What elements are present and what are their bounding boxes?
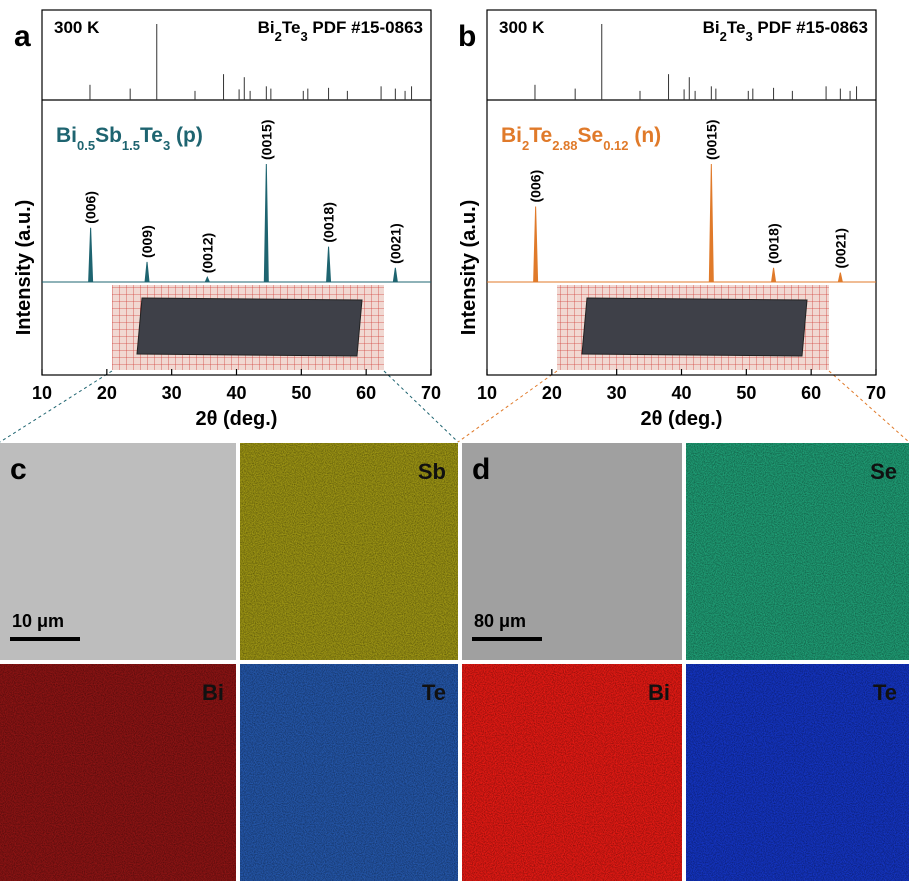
diffraction-peak xyxy=(88,227,94,283)
x-tick-label: 20 xyxy=(97,383,117,403)
peak-label: (0021) xyxy=(832,228,848,268)
zoom-line xyxy=(0,370,113,443)
reference-label-part: 2 xyxy=(275,29,282,44)
element-label: Sb xyxy=(418,459,446,484)
diffraction-peak xyxy=(392,267,398,283)
y-axis-title: Intensity (a.u.) xyxy=(458,200,480,336)
y-axis-title: Intensity (a.u.) xyxy=(13,200,35,336)
diffraction-peak xyxy=(144,261,150,283)
panel-label: d xyxy=(472,453,490,486)
peak-label: (0018) xyxy=(321,202,337,242)
peak-label: (0015) xyxy=(258,120,274,160)
diffraction-peak xyxy=(771,267,777,283)
x-tick-label: 30 xyxy=(162,383,182,403)
sample-label-part: 3 xyxy=(163,138,170,153)
element-label: Bi xyxy=(202,680,224,705)
sample-label-part: 1.5 xyxy=(122,138,140,153)
sample-label-part: Te xyxy=(140,124,163,147)
panel-label: a xyxy=(14,20,31,53)
diffraction-peak xyxy=(204,275,210,283)
temperature-label: 300 K xyxy=(499,18,545,37)
peak-label: (009) xyxy=(139,225,155,258)
reference-label-part: Bi xyxy=(703,18,720,37)
peak-label: (0012) xyxy=(199,233,215,273)
element-label: Te xyxy=(422,680,446,705)
reference-label-part: 3 xyxy=(745,29,752,44)
peak-label: (0021) xyxy=(387,223,403,263)
zoom-line xyxy=(457,370,558,443)
diffraction-peak xyxy=(533,206,539,283)
temperature-label: 300 K xyxy=(54,18,100,37)
diffraction-peak xyxy=(326,246,332,283)
x-axis-title: 2θ (deg.) xyxy=(641,408,723,430)
eds-map-noise xyxy=(240,664,458,881)
peak-label: (0018) xyxy=(766,223,782,263)
diffraction-peak xyxy=(837,272,843,283)
sample-label-part: 0.5 xyxy=(77,138,95,153)
reference-label-part: PDF #15-0863 xyxy=(308,18,423,37)
sample-label-part: 2 xyxy=(522,138,529,153)
reference-label-part: PDF #15-0863 xyxy=(753,18,868,37)
sample-label-part: Te xyxy=(529,124,552,147)
scale-bar-label: 80 μm xyxy=(474,611,526,631)
eds-map-noise xyxy=(0,664,236,881)
reference-label-part: 3 xyxy=(300,29,307,44)
zoom-line xyxy=(383,370,459,443)
reference-label-part: Bi xyxy=(258,18,275,37)
element-label: Se xyxy=(870,459,897,484)
element-label: Te xyxy=(873,680,897,705)
peak-label: (0015) xyxy=(703,120,719,160)
reference-label: Bi2Te3 PDF #15-0863 xyxy=(258,18,423,44)
reference-label-part: Te xyxy=(282,18,301,37)
x-tick-label: 10 xyxy=(477,383,497,403)
sample-label-part: 0.12 xyxy=(603,138,628,153)
x-tick-label: 60 xyxy=(801,383,821,403)
sample-label-part: (n) xyxy=(629,124,662,147)
peak-label: (006) xyxy=(83,191,99,224)
diffraction-peak xyxy=(708,163,714,283)
x-tick-label: 10 xyxy=(32,383,52,403)
x-axis-title: 2θ (deg.) xyxy=(196,408,278,430)
x-tick-label: 20 xyxy=(542,383,562,403)
eds-map-noise xyxy=(686,664,909,881)
element-label: Bi xyxy=(648,680,670,705)
sem-image xyxy=(462,443,682,660)
panel-label: c xyxy=(10,453,27,486)
sample-piece xyxy=(581,297,808,357)
panel-label: b xyxy=(458,20,476,53)
diffraction-peak xyxy=(263,163,269,283)
reference-label-part: Te xyxy=(727,18,746,37)
x-tick-label: 50 xyxy=(736,383,756,403)
x-tick-label: 60 xyxy=(356,383,376,403)
sample-label-part: Bi xyxy=(56,124,77,147)
reference-label: Bi2Te3 PDF #15-0863 xyxy=(703,18,868,44)
sample-label: Bi2Te2.88Se0.12 (n) xyxy=(501,124,661,153)
sample-label: Bi0.5Sb1.5Te3 (p) xyxy=(56,124,203,153)
sample-label-part: Se xyxy=(578,124,604,147)
peak-label: (006) xyxy=(528,170,544,203)
x-tick-label: 70 xyxy=(421,383,441,403)
eds-map-noise xyxy=(240,443,458,660)
sample-label-part: Sb xyxy=(95,124,122,147)
eds-map-noise xyxy=(686,443,909,660)
sample-label-part: 2.88 xyxy=(552,138,577,153)
sample-piece xyxy=(136,297,363,357)
reference-label-part: 2 xyxy=(720,29,727,44)
sample-label-part: Bi xyxy=(501,124,522,147)
sem-image xyxy=(0,443,236,660)
x-tick-label: 40 xyxy=(226,383,246,403)
zoom-line xyxy=(828,370,909,443)
x-tick-label: 40 xyxy=(671,383,691,403)
eds-map-noise xyxy=(462,664,682,881)
x-tick-label: 70 xyxy=(866,383,886,403)
sample-label-part: (p) xyxy=(170,124,203,147)
scale-bar-label: 10 μm xyxy=(12,611,64,631)
x-tick-label: 50 xyxy=(291,383,311,403)
x-tick-label: 30 xyxy=(607,383,627,403)
